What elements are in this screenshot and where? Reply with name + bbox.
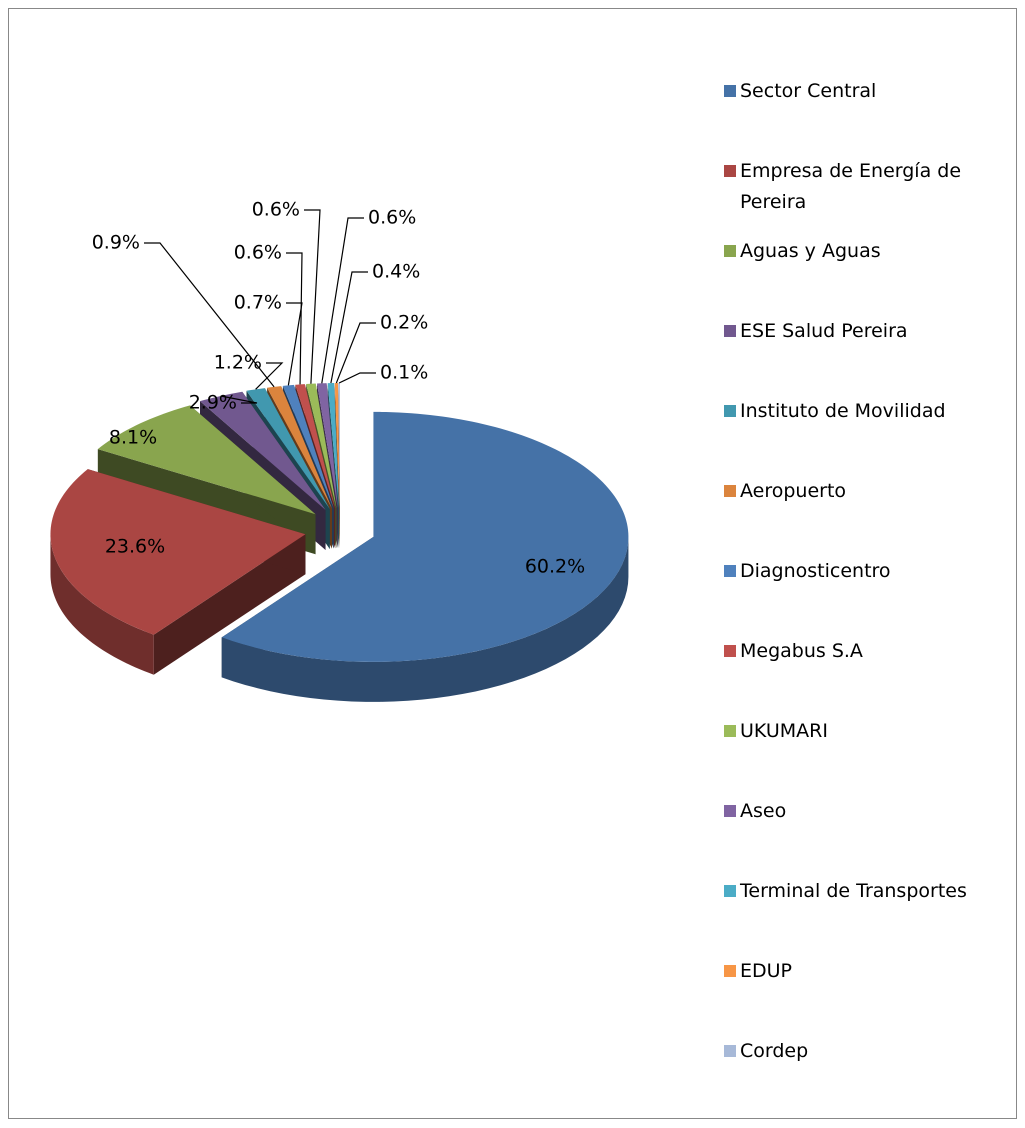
legend-item: ESE Salud Pereira bbox=[724, 316, 1025, 347]
leader-line bbox=[321, 217, 364, 384]
legend-label: Sector Central bbox=[740, 80, 877, 102]
legend-item: Megabus S.A bbox=[724, 636, 1025, 667]
slice-top bbox=[295, 384, 336, 509]
slice-top bbox=[246, 388, 330, 509]
data-label: 23.6% bbox=[105, 536, 165, 558]
legend-label: Cordep bbox=[740, 1040, 809, 1062]
slice-top bbox=[267, 386, 333, 509]
slice bbox=[221, 411, 629, 702]
data-label: 8.1% bbox=[109, 427, 157, 449]
legend-label: Empresa de Energía de Pereira bbox=[740, 160, 962, 213]
legend-label: Aseo bbox=[740, 800, 787, 822]
legend-swatch bbox=[724, 405, 736, 417]
data-label: 0.7% bbox=[234, 292, 282, 314]
leader-line bbox=[330, 271, 368, 384]
legend-swatch bbox=[724, 165, 736, 177]
legend-swatch bbox=[724, 565, 736, 577]
leader-line bbox=[286, 252, 303, 385]
leader-line bbox=[144, 242, 275, 388]
slice bbox=[50, 469, 306, 675]
legend-swatch bbox=[724, 725, 736, 737]
legend-item: Terminal de Transportes bbox=[724, 876, 1025, 907]
legend-swatch bbox=[724, 645, 736, 657]
slice-top bbox=[282, 384, 334, 509]
slice-top bbox=[338, 383, 340, 509]
data-label: 0.1% bbox=[380, 362, 428, 384]
data-label: 0.4% bbox=[372, 261, 420, 283]
leader-line bbox=[286, 302, 303, 386]
legend-swatch bbox=[724, 965, 736, 977]
slice-side bbox=[50, 534, 154, 675]
legend-label: Diagnosticentro bbox=[740, 560, 891, 582]
leader-line bbox=[304, 209, 321, 384]
legend-item: UKUMARI bbox=[724, 716, 1025, 747]
slice-top bbox=[97, 405, 316, 515]
leader-line bbox=[255, 362, 284, 390]
slice-top bbox=[334, 383, 340, 509]
legend-swatch bbox=[724, 245, 736, 257]
slice-top bbox=[327, 383, 339, 509]
legend-swatch bbox=[724, 805, 736, 817]
data-label: 2.9% bbox=[189, 392, 237, 414]
data-label: 0.6% bbox=[368, 207, 416, 229]
legend-item: Aseo bbox=[724, 796, 1025, 827]
legend-item: Sector Central bbox=[724, 76, 1025, 107]
legend-label: Terminal de Transportes bbox=[740, 880, 967, 902]
slice-side bbox=[221, 536, 629, 702]
chart-frame bbox=[8, 8, 1017, 1119]
slice-top bbox=[199, 391, 326, 510]
legend-item: Aguas y Aguas bbox=[724, 236, 1025, 267]
legend-label: ESE Salud Pereira bbox=[740, 320, 908, 342]
data-label: 0.2% bbox=[380, 312, 428, 334]
legend-item: Cordep bbox=[724, 1036, 1025, 1067]
leader-line bbox=[335, 322, 376, 384]
legend-item: Instituto de Movilidad bbox=[724, 396, 1025, 427]
legend-item: Aeropuerto bbox=[724, 476, 1025, 507]
legend-label: Aeropuerto bbox=[740, 480, 847, 502]
legend-swatch bbox=[724, 85, 736, 97]
legend-label: Aguas y Aguas bbox=[740, 240, 881, 262]
data-label: 0.9% bbox=[92, 232, 140, 254]
data-label: 0.6% bbox=[252, 199, 300, 221]
slice-top bbox=[50, 469, 306, 635]
leader-line bbox=[220, 395, 258, 404]
legend-item: EDUP bbox=[724, 956, 1025, 987]
legend-swatch bbox=[724, 325, 736, 337]
legend-swatch bbox=[724, 485, 736, 497]
legend-label: Instituto de Movilidad bbox=[740, 400, 946, 422]
legend-label: EDUP bbox=[740, 960, 792, 982]
data-label: 0.6% bbox=[234, 242, 282, 264]
legend-swatch bbox=[724, 885, 736, 897]
legend-item: Empresa de Energía de Pereira bbox=[724, 156, 1025, 218]
leader-line bbox=[338, 372, 376, 384]
slice-top bbox=[306, 383, 337, 509]
slice-top bbox=[317, 383, 338, 509]
legend-label: UKUMARI bbox=[740, 720, 828, 742]
legend-swatch bbox=[724, 1045, 736, 1057]
legend-item: Diagnosticentro bbox=[724, 556, 1025, 587]
data-label: 60.2% bbox=[525, 556, 585, 578]
legend-label: Megabus S.A bbox=[740, 640, 863, 662]
slice-wall bbox=[153, 534, 306, 675]
slice-top bbox=[221, 411, 629, 662]
